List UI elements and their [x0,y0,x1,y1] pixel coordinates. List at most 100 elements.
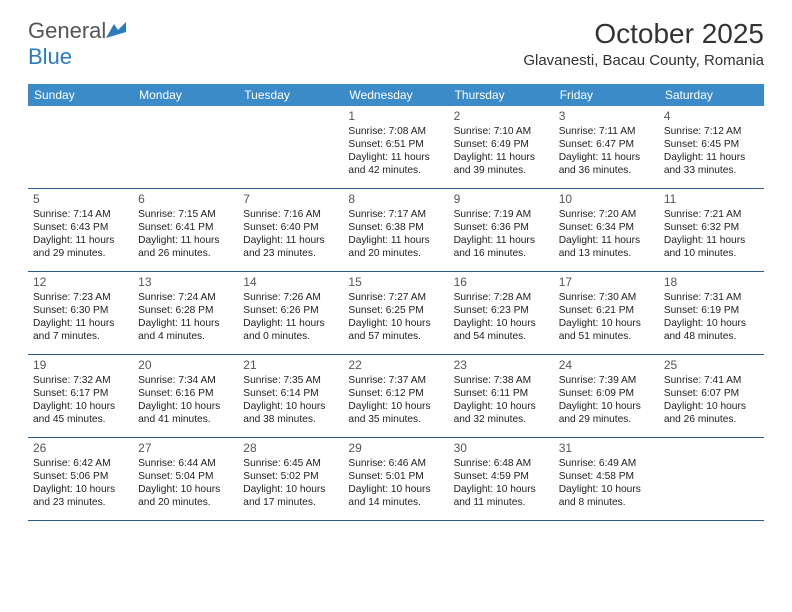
calendar-cell: 12 Sunrise: 7:23 AMSunset: 6:30 PMDayligh… [28,272,133,354]
calendar-cell: 31Sunrise: 6:49 AMSunset: 4:58 PMDayligh… [554,438,659,520]
day-number: 1 [348,109,443,123]
calendar-cell: 11 Sunrise: 7:21 AMSunset: 6:32 PMDayligh… [659,189,764,271]
day-number: 18 [664,275,759,289]
day-number: 5 [33,192,128,206]
weekday-header: SundayMondayTuesdayWednesdayThursdayFrid… [28,84,764,106]
day-number: 25 [664,358,759,372]
calendar-cell: 27 Sunrise: 6:44 AMSunset: 5:04 PMDayligh… [133,438,238,520]
day-info: Sunrise: 7:23 AMSunset: 6:30 PMDaylight:… [33,291,128,343]
day-number: 21 [243,358,338,372]
day-info: Sunrise: 7:34 AMSunset: 6:16 PMDaylight:… [138,374,233,426]
calendar-cell: 14 Sunrise: 7:26 AMSunset: 6:26 PMDayligh… [238,272,343,354]
calendar-cell [238,106,343,188]
calendar-week: 19 Sunrise: 7:32 AMSunset: 6:17 PMDayligh… [28,355,764,438]
calendar-cell: 21 Sunrise: 7:35 AMSunset: 6:14 PMDayligh… [238,355,343,437]
logo-text: General Blue [28,18,126,70]
day-number: 12 [33,275,128,289]
calendar-cell: 15Sunrise: 7:27 AMSunset: 6:25 PMDayligh… [343,272,448,354]
flag-icon [106,22,126,38]
month-title: October 2025 [523,18,764,50]
weekday-label: Sunday [28,84,133,106]
day-info: Sunrise: 7:19 AMSunset: 6:36 PMDaylight:… [454,208,549,260]
day-number: 10 [559,192,654,206]
calendar-cell: 20 Sunrise: 7:34 AMSunset: 6:16 PMDayligh… [133,355,238,437]
day-number: 16 [454,275,549,289]
day-info: Sunrise: 7:38 AMSunset: 6:11 PMDaylight:… [454,374,549,426]
weekday-label: Tuesday [238,84,343,106]
day-number: 30 [454,441,549,455]
day-info: Sunrise: 7:30 AMSunset: 6:21 PMDaylight:… [559,291,654,343]
calendar-cell: 3 Sunrise: 7:11 AMSunset: 6:47 PMDaylight… [554,106,659,188]
logo-word-general: General [28,18,106,43]
day-info: Sunrise: 7:16 AMSunset: 6:40 PMDaylight:… [243,208,338,260]
day-number: 20 [138,358,233,372]
day-info: Sunrise: 6:48 AMSunset: 4:59 PMDaylight:… [454,457,549,509]
day-number: 31 [559,441,654,455]
day-info: Sunrise: 7:26 AMSunset: 6:26 PMDaylight:… [243,291,338,343]
day-info: Sunrise: 7:11 AMSunset: 6:47 PMDaylight:… [559,125,654,177]
calendar-cell: 10Sunrise: 7:20 AMSunset: 6:34 PMDayligh… [554,189,659,271]
calendar-cell: 1 Sunrise: 7:08 AMSunset: 6:51 PMDaylight… [343,106,448,188]
calendar-cell [659,438,764,520]
day-number: 14 [243,275,338,289]
calendar-cell: 2 Sunrise: 7:10 AMSunset: 6:49 PMDaylight… [449,106,554,188]
calendar-cell: 18Sunrise: 7:31 AMSunset: 6:19 PMDayligh… [659,272,764,354]
day-number: 23 [454,358,549,372]
day-info: Sunrise: 7:24 AMSunset: 6:28 PMDaylight:… [138,291,233,343]
day-info: Sunrise: 7:21 AMSunset: 6:32 PMDaylight:… [664,208,759,260]
day-number: 28 [243,441,338,455]
calendar-cell: 8Sunrise: 7:17 AMSunset: 6:38 PMDaylight… [343,189,448,271]
calendar-week: 12 Sunrise: 7:23 AMSunset: 6:30 PMDayligh… [28,272,764,355]
day-info: Sunrise: 6:42 AMSunset: 5:06 PMDaylight:… [33,457,128,509]
calendar-cell: 16 Sunrise: 7:28 AMSunset: 6:23 PMDayligh… [449,272,554,354]
calendar: SundayMondayTuesdayWednesdayThursdayFrid… [28,84,764,521]
day-info: Sunrise: 7:15 AMSunset: 6:41 PMDaylight:… [138,208,233,260]
calendar-cell: 9 Sunrise: 7:19 AMSunset: 6:36 PMDaylight… [449,189,554,271]
calendar-week: 5 Sunrise: 7:14 AMSunset: 6:43 PMDaylight… [28,189,764,272]
calendar-cell: 29Sunrise: 6:46 AMSunset: 5:01 PMDayligh… [343,438,448,520]
day-number: 15 [348,275,443,289]
weekday-label: Friday [554,84,659,106]
calendar-cell: 19 Sunrise: 7:32 AMSunset: 6:17 PMDayligh… [28,355,133,437]
day-info: Sunrise: 6:46 AMSunset: 5:01 PMDaylight:… [348,457,443,509]
day-info: Sunrise: 7:41 AMSunset: 6:07 PMDaylight:… [664,374,759,426]
day-number: 17 [559,275,654,289]
weekday-label: Saturday [659,84,764,106]
calendar-cell [28,106,133,188]
day-number: 27 [138,441,233,455]
calendar-cell: 26 Sunrise: 6:42 AMSunset: 5:06 PMDayligh… [28,438,133,520]
day-info: Sunrise: 7:12 AMSunset: 6:45 PMDaylight:… [664,125,759,177]
calendar-week: 26 Sunrise: 6:42 AMSunset: 5:06 PMDayligh… [28,438,764,521]
header: General Blue October 2025 Glavanesti, Ba… [0,0,792,76]
weekday-label: Wednesday [343,84,448,106]
day-info: Sunrise: 7:39 AMSunset: 6:09 PMDaylight:… [559,374,654,426]
day-number: 22 [348,358,443,372]
day-info: Sunrise: 7:32 AMSunset: 6:17 PMDaylight:… [33,374,128,426]
calendar-cell: 4Sunrise: 7:12 AMSunset: 6:45 PMDaylight… [659,106,764,188]
logo: General Blue [28,18,126,70]
calendar-cell: 5 Sunrise: 7:14 AMSunset: 6:43 PMDaylight… [28,189,133,271]
calendar-body: 1 Sunrise: 7:08 AMSunset: 6:51 PMDaylight… [28,106,764,521]
day-number: 13 [138,275,233,289]
day-number: 6 [138,192,233,206]
day-number: 3 [559,109,654,123]
weekday-label: Monday [133,84,238,106]
day-info: Sunrise: 7:14 AMSunset: 6:43 PMDaylight:… [33,208,128,260]
day-number: 24 [559,358,654,372]
day-number: 11 [664,192,759,206]
day-number: 19 [33,358,128,372]
day-number: 9 [454,192,549,206]
day-number: 26 [33,441,128,455]
day-info: Sunrise: 6:44 AMSunset: 5:04 PMDaylight:… [138,457,233,509]
calendar-cell: 23 Sunrise: 7:38 AMSunset: 6:11 PMDayligh… [449,355,554,437]
day-number: 2 [454,109,549,123]
day-info: Sunrise: 7:37 AMSunset: 6:12 PMDaylight:… [348,374,443,426]
day-info: Sunrise: 7:10 AMSunset: 6:49 PMDaylight:… [454,125,549,177]
day-info: Sunrise: 7:35 AMSunset: 6:14 PMDaylight:… [243,374,338,426]
title-block: October 2025 Glavanesti, Bacau County, R… [523,18,764,69]
calendar-cell [133,106,238,188]
day-info: Sunrise: 7:28 AMSunset: 6:23 PMDaylight:… [454,291,549,343]
day-info: Sunrise: 7:08 AMSunset: 6:51 PMDaylight:… [348,125,443,177]
calendar-cell: 7Sunrise: 7:16 AMSunset: 6:40 PMDaylight… [238,189,343,271]
calendar-cell: 6 Sunrise: 7:15 AMSunset: 6:41 PMDaylight… [133,189,238,271]
